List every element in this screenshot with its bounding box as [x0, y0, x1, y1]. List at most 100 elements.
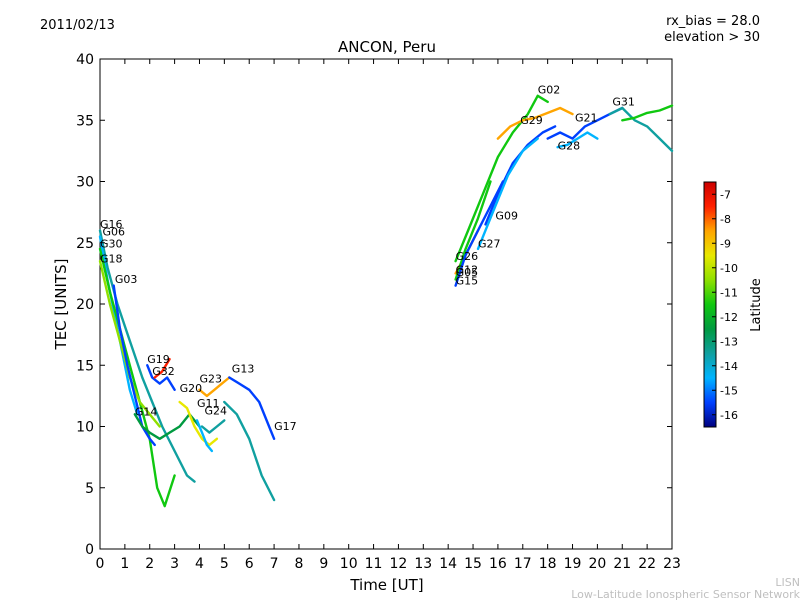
- x-tick-label: 3: [170, 556, 179, 572]
- satellite-label: G26: [456, 250, 479, 263]
- x-tick-label: 19: [564, 556, 582, 572]
- x-axis: 0 1 2 3 4 5 6 7 8 9 10 11 12 13 14 15 16 17 18 19 20 21 22 23: [96, 59, 681, 572]
- colorbar-tick-label: -12: [720, 311, 738, 324]
- series-g28: [556, 131, 599, 149]
- satellite-label: G13: [232, 363, 255, 376]
- x-tick-label: 5: [220, 556, 229, 572]
- satellite-label: G31: [612, 96, 635, 109]
- satellite-label: G12: [456, 263, 479, 276]
- satellite-label: G05: [456, 266, 479, 279]
- satellite-label: G15: [456, 274, 479, 287]
- series-g11: [195, 419, 214, 453]
- colorbar-ticks: -7 -8 -9 -10 -11 -12 -13 -14 -15 -16: [712, 188, 738, 422]
- y-tick-label: 10: [76, 420, 94, 436]
- colorbar-tick-label: -11: [720, 286, 738, 299]
- plot-area: [99, 58, 673, 550]
- x-tick-label: 0: [96, 556, 105, 572]
- y-tick-label: 5: [85, 481, 94, 497]
- y-tick-label: 40: [76, 52, 94, 68]
- series-g17: [223, 400, 276, 502]
- satellite-label: G16: [100, 218, 123, 231]
- satellite-label: G17: [274, 420, 297, 433]
- satellite-label: G28: [558, 140, 581, 153]
- colorbar-tick-label: -10: [720, 262, 738, 275]
- x-tick-label: 10: [340, 556, 358, 572]
- y-axis-label: TEC [UNITS]: [52, 259, 70, 351]
- series-g29: [496, 106, 574, 140]
- series-g23: [198, 376, 231, 398]
- satellite-label: G20: [180, 382, 203, 395]
- colorbar-tick-label: -14: [720, 360, 738, 373]
- series-g03: [112, 284, 156, 447]
- y-tick-label: 20: [76, 297, 94, 313]
- y-tick-label: 30: [76, 175, 94, 191]
- x-tick-label: 1: [120, 556, 129, 572]
- x-tick-label: 17: [514, 556, 532, 572]
- satellite-label: G30: [100, 238, 123, 251]
- series-g02: [454, 94, 549, 263]
- x-tick-label: 9: [319, 556, 328, 572]
- x-tick-label: 18: [539, 556, 557, 572]
- y-tick-label: 25: [76, 236, 94, 252]
- x-tick-label: 21: [613, 556, 631, 572]
- series-g05: [621, 104, 674, 122]
- x-tick-label: 12: [390, 556, 408, 572]
- series-g24: [200, 419, 226, 434]
- colorbar: -7 -8 -9 -10 -11 -12 -13 -14 -15 -16 Latitude: [703, 181, 764, 428]
- y-tick-label: 15: [76, 358, 94, 374]
- satellite-label: G06: [102, 225, 125, 238]
- colorbar-label: Latitude: [749, 278, 764, 332]
- satellite-label: G24: [204, 404, 227, 417]
- colorbar-tick-label: -8: [720, 213, 731, 226]
- series-layer: [98, 94, 674, 508]
- x-tick-label: 7: [270, 556, 279, 572]
- satellite-label: G27: [478, 238, 501, 251]
- series-g15: [454, 180, 505, 287]
- x-tick-label: 23: [663, 556, 681, 572]
- x-tick-label: 6: [245, 556, 254, 572]
- rx-bias-label: rx_bias = 28.0: [666, 14, 760, 29]
- colorbar-tick-label: -13: [720, 335, 738, 348]
- colorbar-tick-label: -15: [720, 384, 738, 397]
- y-tick-label: 35: [76, 113, 94, 129]
- colorbar-tick-label: -9: [720, 237, 731, 250]
- series-g16: [98, 229, 196, 483]
- satellite-label: G14: [135, 405, 158, 418]
- elevation-label: elevation > 30: [664, 30, 760, 45]
- satellite-label: G09: [495, 209, 518, 222]
- colorbar-tick-label: -7: [720, 188, 731, 201]
- y-axis: 0 5 10 15 20 25 30 35 40: [76, 52, 672, 558]
- satellite-label: G03: [115, 273, 138, 286]
- chart-title: ANCON, Peru: [338, 38, 436, 56]
- footer-org-short: LISN: [775, 576, 800, 589]
- date-label: 2011/02/13: [40, 18, 115, 33]
- x-tick-label: 13: [414, 556, 432, 572]
- satellite-label: G02: [538, 83, 561, 96]
- colorbar-tick-label: -16: [720, 409, 738, 422]
- footer-org-full: Low-Latitude Ionospheric Sensor Network: [571, 588, 800, 601]
- x-tick-label: 2: [145, 556, 154, 572]
- satellite-label: G11: [197, 397, 220, 410]
- satellite-label: G29: [520, 114, 543, 127]
- satellite-label: G32: [152, 365, 175, 378]
- series-g20: [178, 400, 219, 447]
- y-tick-label: 0: [85, 542, 94, 558]
- parameters-block: rx_bias = 28.0 elevation > 30: [664, 14, 760, 46]
- satellite-label: G23: [199, 372, 222, 385]
- series-g14: [133, 413, 201, 440]
- series-g19: [146, 364, 176, 391]
- x-tick-label: 16: [489, 556, 507, 572]
- x-tick-label: 14: [439, 556, 457, 572]
- satellite-label: G19: [147, 353, 170, 366]
- x-tick-label: 11: [365, 556, 383, 572]
- x-tick-label: 22: [638, 556, 656, 572]
- satellite-label: G18: [100, 252, 123, 265]
- x-tick-label: 8: [294, 556, 303, 572]
- satellite-label: G21: [575, 111, 598, 124]
- x-tick-label: 20: [588, 556, 606, 572]
- series-g27: [476, 137, 539, 251]
- series-g12: [454, 180, 492, 281]
- series-g31: [608, 106, 674, 153]
